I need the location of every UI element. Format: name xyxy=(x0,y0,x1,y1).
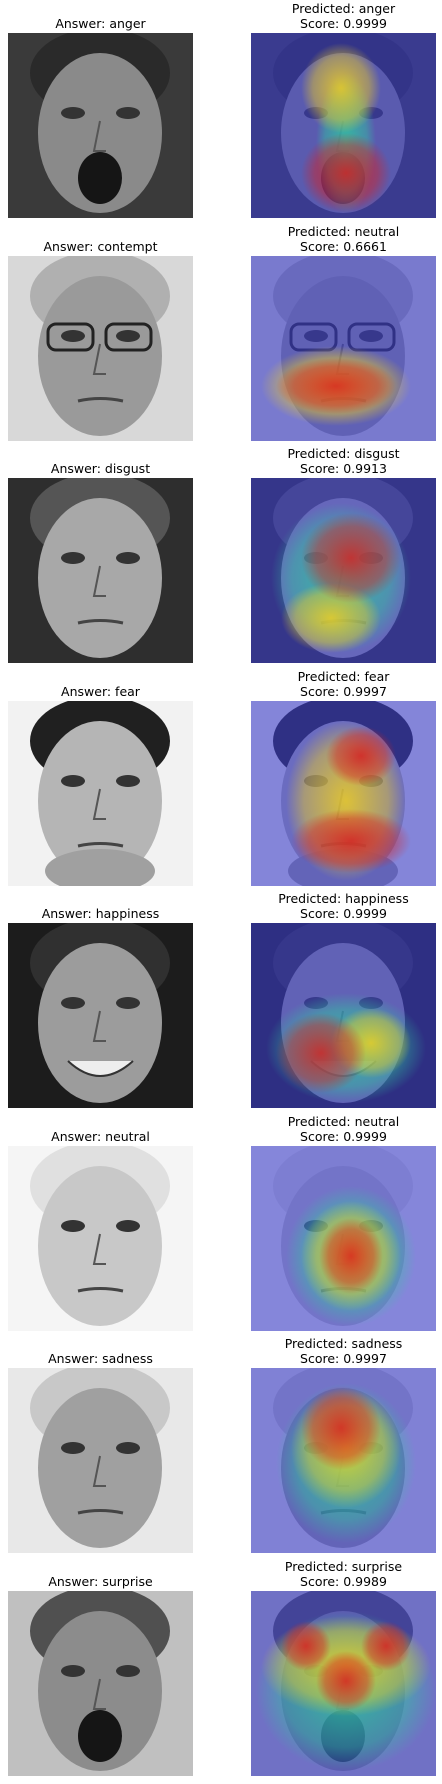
face-image xyxy=(8,255,193,441)
predicted-class: Predicted: neutral xyxy=(287,223,400,239)
prediction-label: Predicted: disgust Score: 0.9913 xyxy=(287,446,399,476)
answer-label: Answer: sadness xyxy=(48,1351,153,1366)
face-image xyxy=(8,700,193,886)
answer-label: Answer: fear xyxy=(61,683,140,699)
answer-label: Answer: anger xyxy=(55,16,146,31)
predicted-class: Predicted: disgust xyxy=(287,446,400,461)
predicted-class: Predicted: surprise xyxy=(284,1558,403,1574)
heatmap-image xyxy=(251,923,436,1108)
face-image xyxy=(8,33,193,218)
prediction-label: Predicted: anger Score: 0.9999 xyxy=(292,1,395,31)
predicted-class: Predicted: fear xyxy=(297,668,390,684)
predicted-class: Predicted: anger xyxy=(291,1,396,16)
predicted-class: Predicted: sadness xyxy=(284,1336,403,1351)
predicted-class: Predicted: neutral xyxy=(287,1113,400,1129)
face-image xyxy=(8,923,193,1108)
prediction-label: Predicted: sadness Score: 0.9997 xyxy=(285,1336,403,1366)
answer-label: Answer: disgust xyxy=(50,461,151,476)
prediction-label: Predicted: neutral Score: 0.9999 xyxy=(288,1114,400,1144)
prediction-score: Score: 0.9913 xyxy=(300,461,387,476)
prediction-label: Predicted: neutral Score: 0.6661 xyxy=(288,224,400,254)
answer-label: Answer: neutral xyxy=(51,1128,150,1144)
prediction-score: Score: 0.9999 xyxy=(300,906,387,921)
prediction-label: Predicted: happiness Score: 0.9999 xyxy=(278,891,408,921)
face-image xyxy=(8,1368,193,1553)
heatmap-image xyxy=(251,1145,436,1331)
prediction-score: Score: 0.9999 xyxy=(300,1128,387,1144)
predicted-class: Predicted: happiness xyxy=(278,891,409,906)
heatmap-image xyxy=(251,1368,436,1553)
answer-label: Answer: contempt xyxy=(43,238,158,254)
answer-label: Answer: surprise xyxy=(48,1573,153,1589)
heatmap-image xyxy=(251,700,436,886)
heatmap-image xyxy=(251,255,436,441)
prediction-label: Predicted: surprise Score: 0.9989 xyxy=(285,1559,402,1589)
heatmap-image xyxy=(251,478,436,663)
prediction-score: Score: 0.9999 xyxy=(300,16,387,31)
heatmap-image xyxy=(251,33,436,218)
prediction-score: Score: 0.9997 xyxy=(300,1351,387,1366)
answer-label: Answer: happiness xyxy=(41,906,160,921)
face-image xyxy=(8,1590,193,1776)
face-image xyxy=(8,1145,193,1331)
heatmap-image xyxy=(251,1590,436,1776)
prediction-score: Score: 0.9997 xyxy=(300,683,387,699)
prediction-label: Predicted: fear Score: 0.9997 xyxy=(298,669,390,699)
face-image xyxy=(8,478,193,663)
prediction-score: Score: 0.6661 xyxy=(300,238,387,254)
prediction-score: Score: 0.9989 xyxy=(300,1573,387,1589)
